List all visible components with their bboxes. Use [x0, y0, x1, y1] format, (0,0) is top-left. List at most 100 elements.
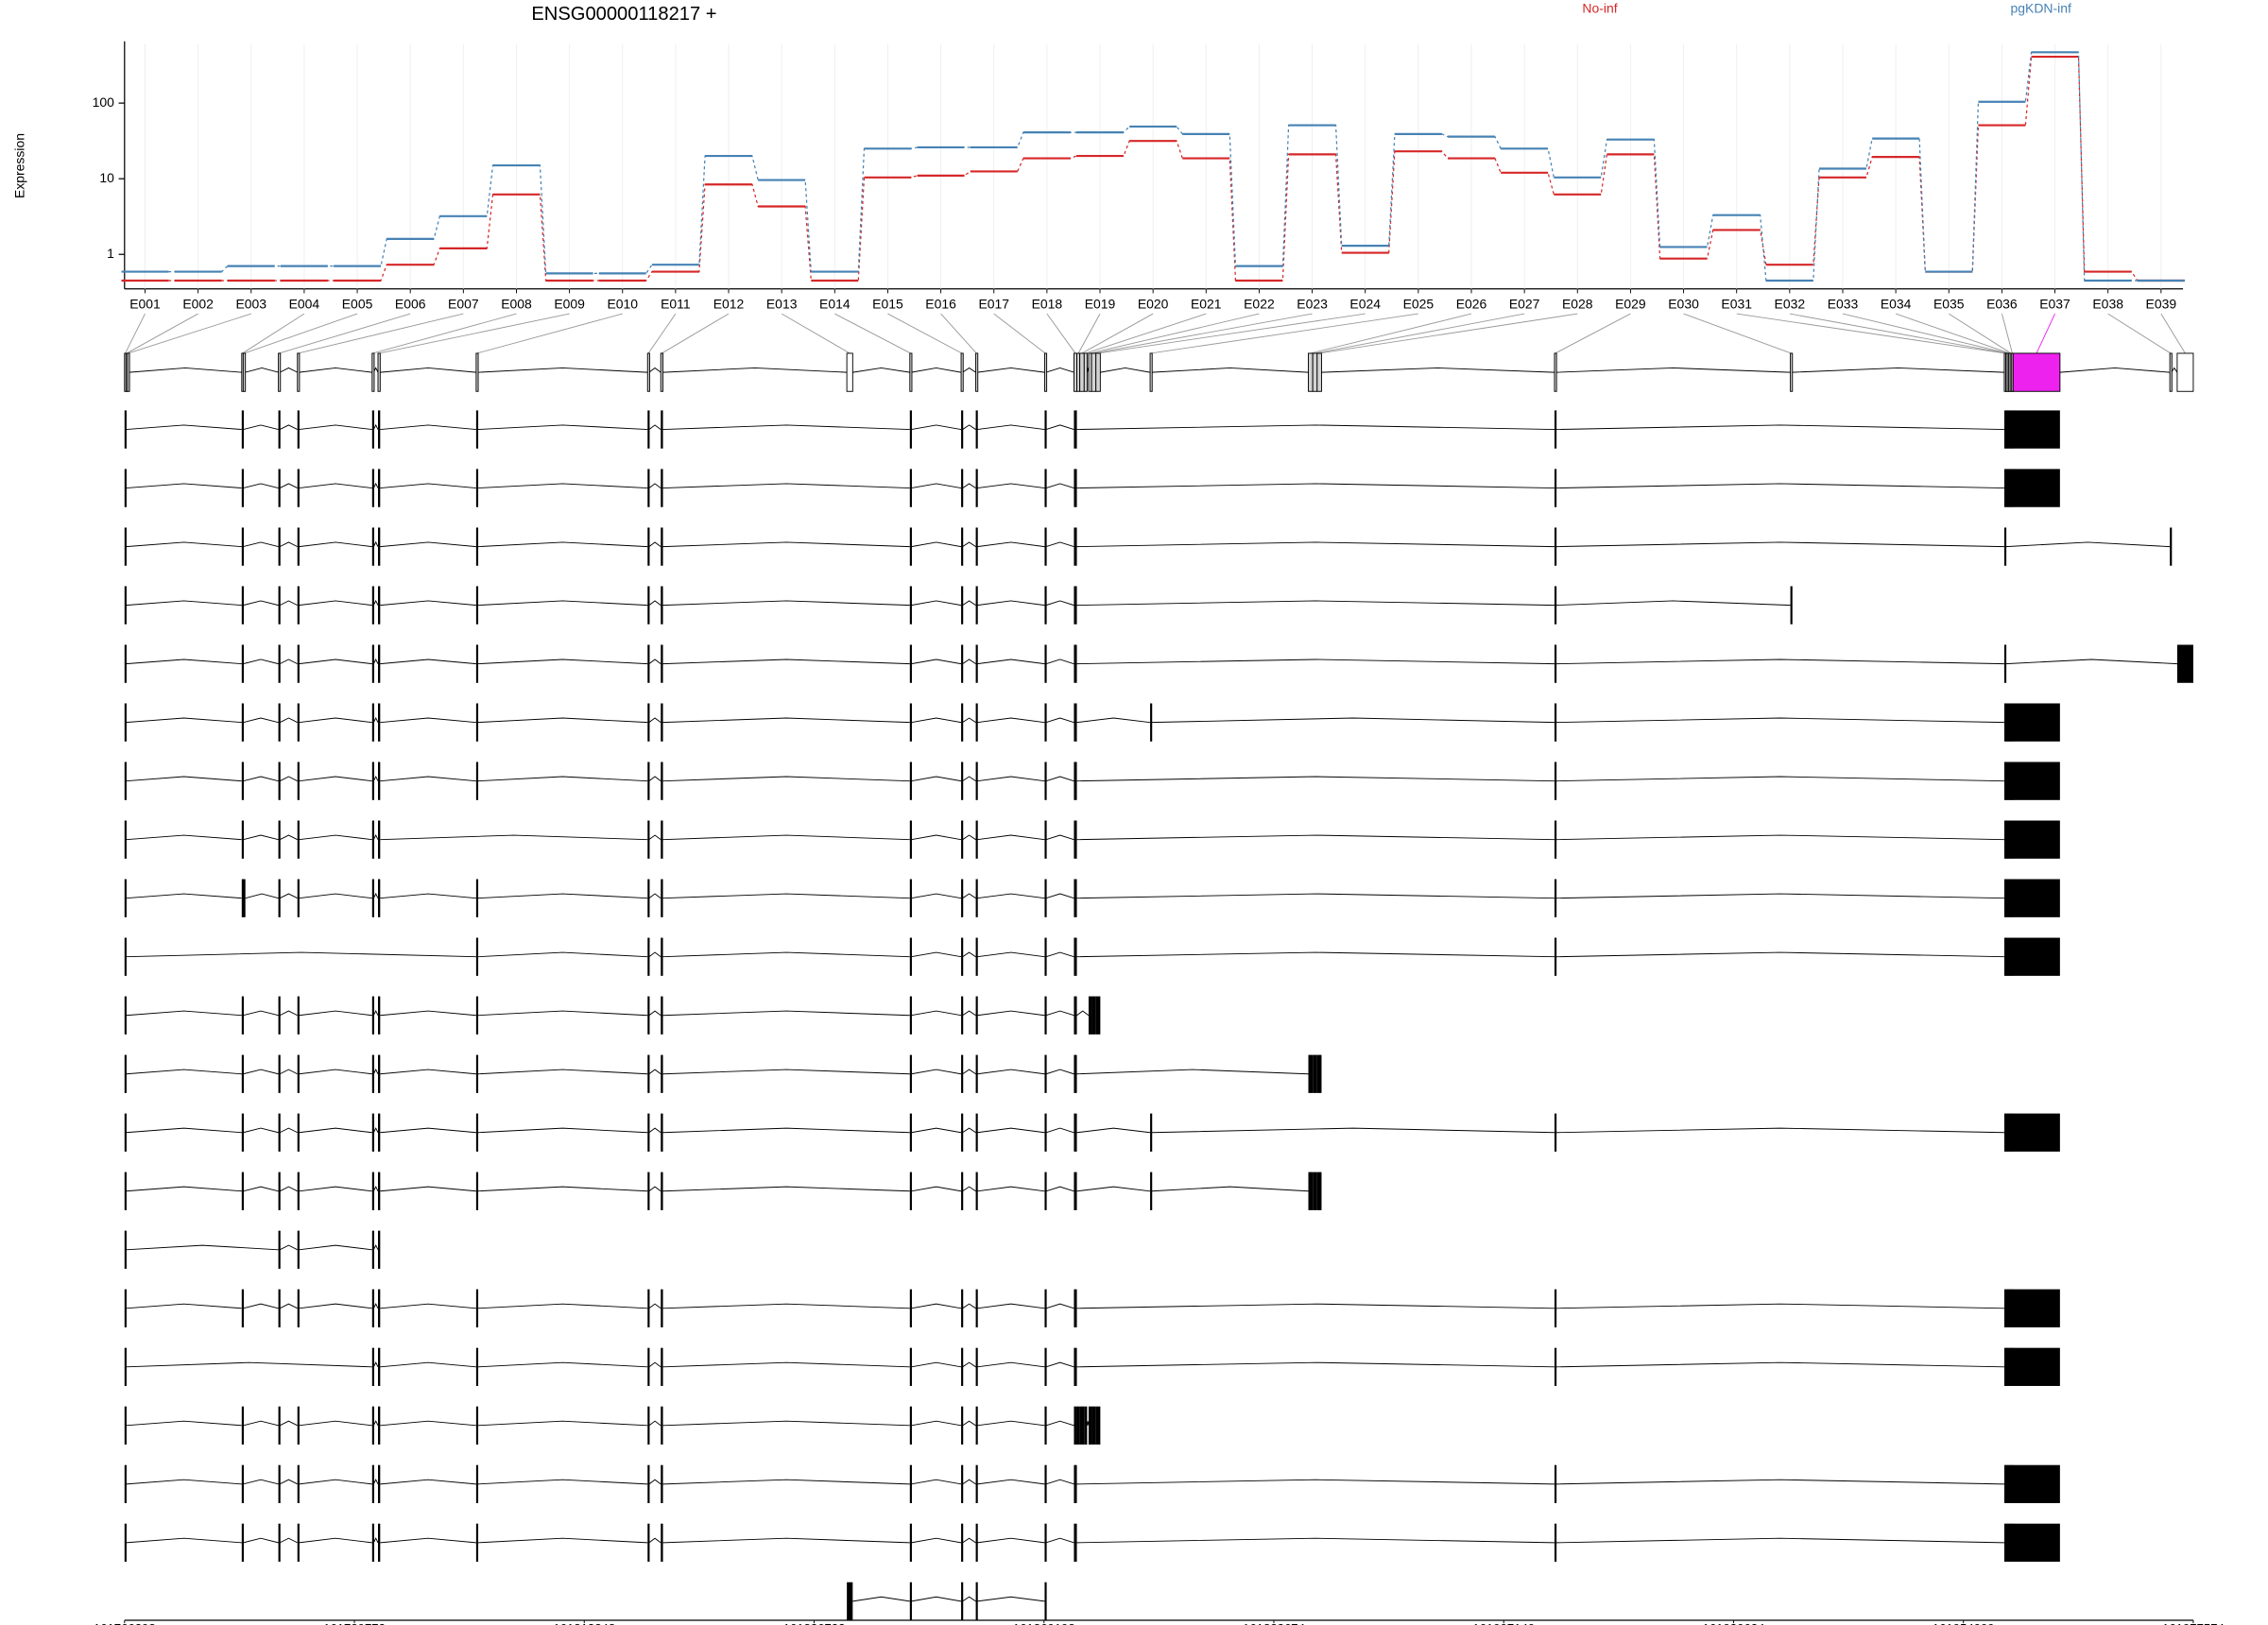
transcript-exon [647, 879, 650, 917]
exon-link [279, 313, 411, 354]
intron [662, 1537, 910, 1544]
intron [662, 776, 910, 782]
transcript-exon [661, 1289, 663, 1327]
gene-model-exon [475, 352, 479, 392]
y-tick-label: 10 [99, 170, 114, 185]
transcript-exon [1088, 996, 1092, 1035]
intron [911, 424, 962, 431]
transcript-exon [647, 761, 650, 800]
transcript-exon [2170, 527, 2173, 566]
transcript-exon [297, 1230, 300, 1269]
intron [2005, 659, 2177, 665]
transcript-exon [1044, 1523, 1047, 1563]
transcript-exon [909, 1113, 912, 1152]
y-tick-label: 100 [93, 94, 115, 110]
transcript-exon [1074, 1113, 1077, 1152]
intron [1076, 600, 1555, 607]
transcript-exon [2005, 1464, 2008, 1504]
transcript-exon [961, 1523, 964, 1563]
transcript-exon [961, 1054, 964, 1093]
transcript-exon [2011, 1289, 2014, 1327]
transcript-exon [1554, 644, 1557, 683]
transcript-exon [2007, 879, 2010, 917]
transcript-exon [2003, 879, 2007, 917]
transcript-exon [475, 1054, 479, 1093]
intron [372, 658, 379, 664]
transcript-exon [909, 937, 912, 976]
intron [962, 541, 976, 547]
transcript-exon [1044, 879, 1047, 917]
transcript-exon [1074, 1523, 1077, 1563]
transcript-exon [2003, 1289, 2007, 1327]
intron [1045, 1420, 1074, 1427]
transcript-exon [1044, 703, 1047, 742]
transcript-exon [1313, 1172, 1317, 1210]
transcript-exon [241, 410, 244, 449]
transcript-exon [2003, 1113, 2007, 1152]
transcript-exon [2013, 1523, 2060, 1563]
transcript-exon [278, 1523, 281, 1563]
intron [1076, 1010, 1090, 1017]
exon-label: E002 [182, 296, 214, 311]
transcript-exon [297, 469, 300, 507]
transcript-exon [1316, 1172, 1322, 1210]
transcript-exon [1074, 1172, 1077, 1210]
transcript-exon [378, 644, 381, 683]
exon-link [1046, 313, 1076, 354]
transcript-exon [241, 527, 244, 566]
exon-label: E018 [1032, 296, 1063, 311]
exon-link [1314, 313, 1525, 354]
intron [977, 1069, 1045, 1075]
intron [126, 1479, 242, 1485]
transcript-exon [2008, 1289, 2011, 1327]
exon-label: E039 [2146, 296, 2177, 311]
exon-link [662, 313, 730, 354]
transcript-exon [2011, 1347, 2014, 1386]
intron [977, 834, 1045, 841]
transcript-exon [124, 1464, 127, 1504]
transcript-exon [475, 469, 479, 507]
intron [1045, 951, 1074, 958]
exon-link [372, 313, 517, 354]
exon-link [242, 313, 305, 354]
intron [911, 834, 962, 841]
intron [380, 600, 476, 607]
gene-model-exon [1091, 352, 1097, 392]
intron [1076, 717, 1151, 724]
exon-link [781, 313, 850, 354]
transcript-exon [647, 1289, 650, 1327]
intron [126, 1010, 242, 1017]
intron [380, 1127, 476, 1134]
transcript-exon [1554, 586, 1557, 624]
intron [1045, 717, 1074, 724]
transcript-exon [297, 1054, 300, 1093]
x-tick-label: 161860198 [1013, 1621, 1075, 1625]
transcript-exon [124, 1347, 127, 1386]
intron [372, 716, 379, 723]
transcript-exon [297, 1464, 300, 1504]
intron [962, 834, 976, 841]
intron [477, 541, 648, 548]
exon-link [1319, 313, 1578, 354]
intron [279, 659, 298, 665]
transcript-exon [1044, 469, 1047, 507]
intron [126, 659, 242, 665]
intron [372, 833, 379, 840]
transcript-exon [475, 1347, 479, 1386]
transcript-exon [647, 820, 650, 859]
transcript-exon [909, 1582, 912, 1621]
exon-label: E008 [501, 296, 532, 311]
intron [962, 776, 976, 782]
intron [911, 893, 962, 899]
transcript-exon [961, 1406, 964, 1445]
transcript-exon [661, 1054, 663, 1093]
exon-link [379, 313, 570, 354]
transcript-exon [2013, 1113, 2060, 1152]
transcript-exon [1044, 410, 1047, 449]
transcript-exon [961, 937, 964, 976]
intron [977, 1361, 1045, 1368]
intron [1555, 951, 2004, 958]
transcript-exon [2010, 410, 2013, 449]
intron [380, 1010, 476, 1017]
intron [911, 1010, 962, 1017]
